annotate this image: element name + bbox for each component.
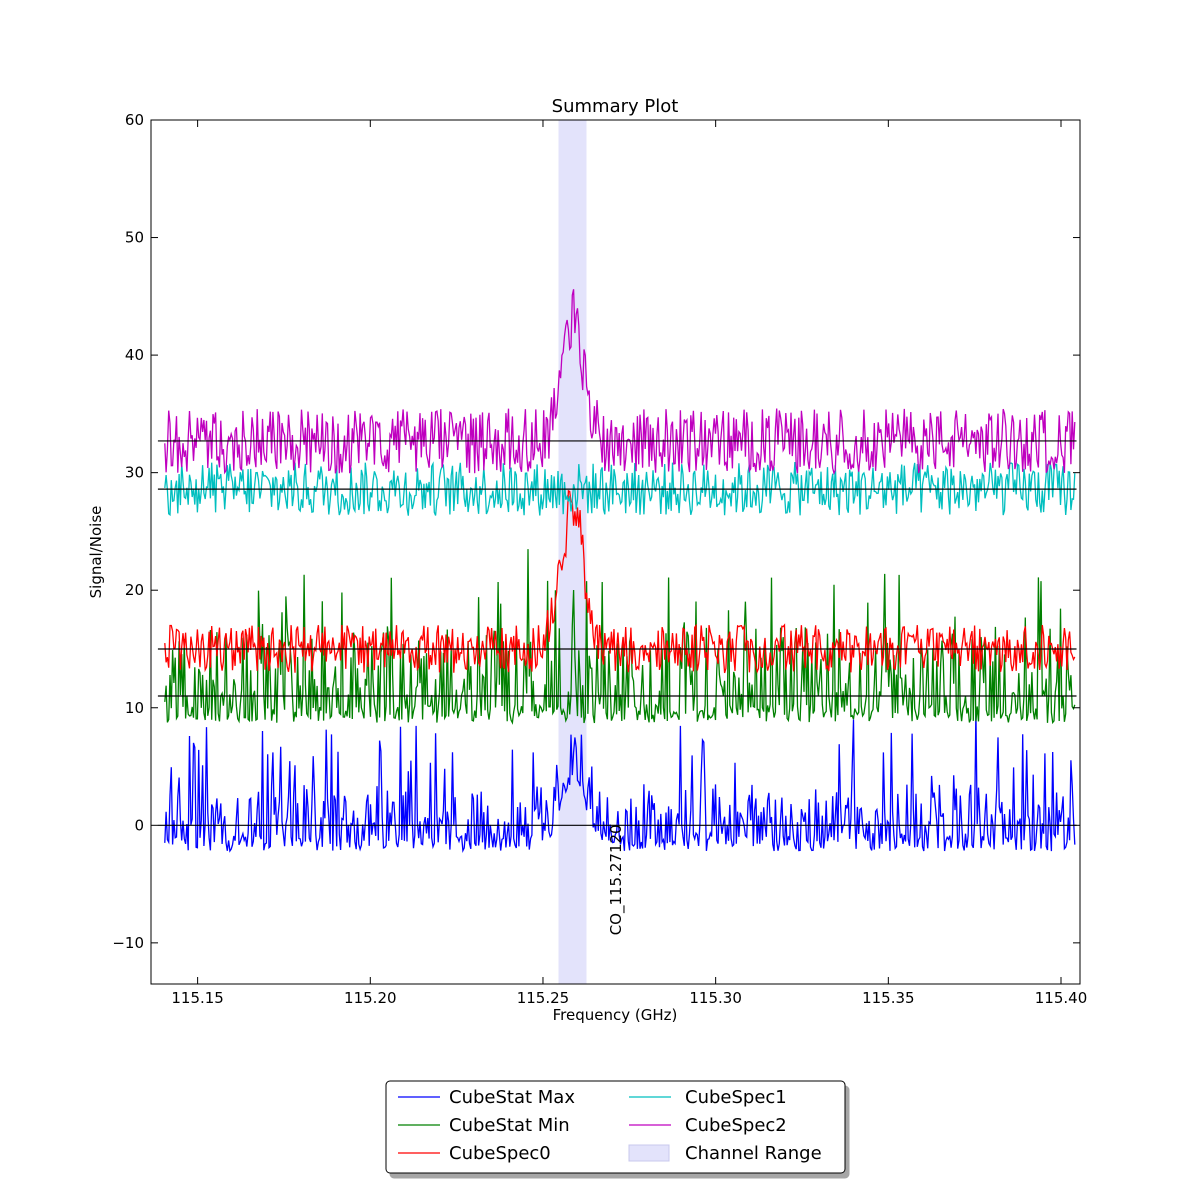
y-tick-label: 50: [125, 229, 144, 247]
legend-label-3: CubeSpec1: [685, 1087, 787, 1108]
x-tick-label: 115.20: [344, 989, 397, 1007]
series-line-0: [164, 710, 1076, 854]
x-tick-label: 115.30: [689, 989, 742, 1007]
chart-title: Summary Plot: [552, 96, 679, 117]
legend-label-4: CubeSpec2: [685, 1115, 787, 1136]
line-annotation: CO_115.27120: [607, 824, 626, 935]
legend: CubeStat Max CubeStat Min CubeSpec0 CubeSpe…: [385, 1080, 846, 1174]
series-line-2: [164, 489, 1076, 674]
y-tick-label: 0: [134, 816, 144, 834]
y-axis-label: Signal/Noise: [87, 506, 105, 599]
legend-label-2: CubeSpec0: [449, 1143, 551, 1164]
series-line-4: [164, 289, 1076, 476]
x-tick-label: 115.35: [862, 989, 915, 1007]
x-axis-label: Frequency (GHz): [553, 1006, 678, 1024]
x-tick-label: 115.40: [1035, 989, 1088, 1007]
y-tick-label: 40: [125, 346, 144, 364]
legend-label-0: CubeStat Max: [449, 1087, 575, 1108]
y-tick-label: 10: [125, 699, 144, 717]
x-tick-label: 115.25: [517, 989, 570, 1007]
legend-swatch-5: [628, 1144, 670, 1162]
y-tick-label: 20: [125, 581, 144, 599]
legend-label-1: CubeStat Min: [449, 1115, 570, 1136]
y-tick-label: 30: [125, 464, 144, 482]
y-tick-label: −10: [112, 934, 144, 952]
legend-label-5: Channel Range: [685, 1143, 822, 1164]
plot-frame: [150, 119, 1081, 985]
series-line-1: [164, 549, 1076, 725]
y-tick-label: 60: [125, 111, 144, 129]
channel-range-band: [558, 120, 587, 984]
x-tick-label: 115.15: [171, 989, 224, 1007]
legend-box: [385, 1080, 846, 1174]
